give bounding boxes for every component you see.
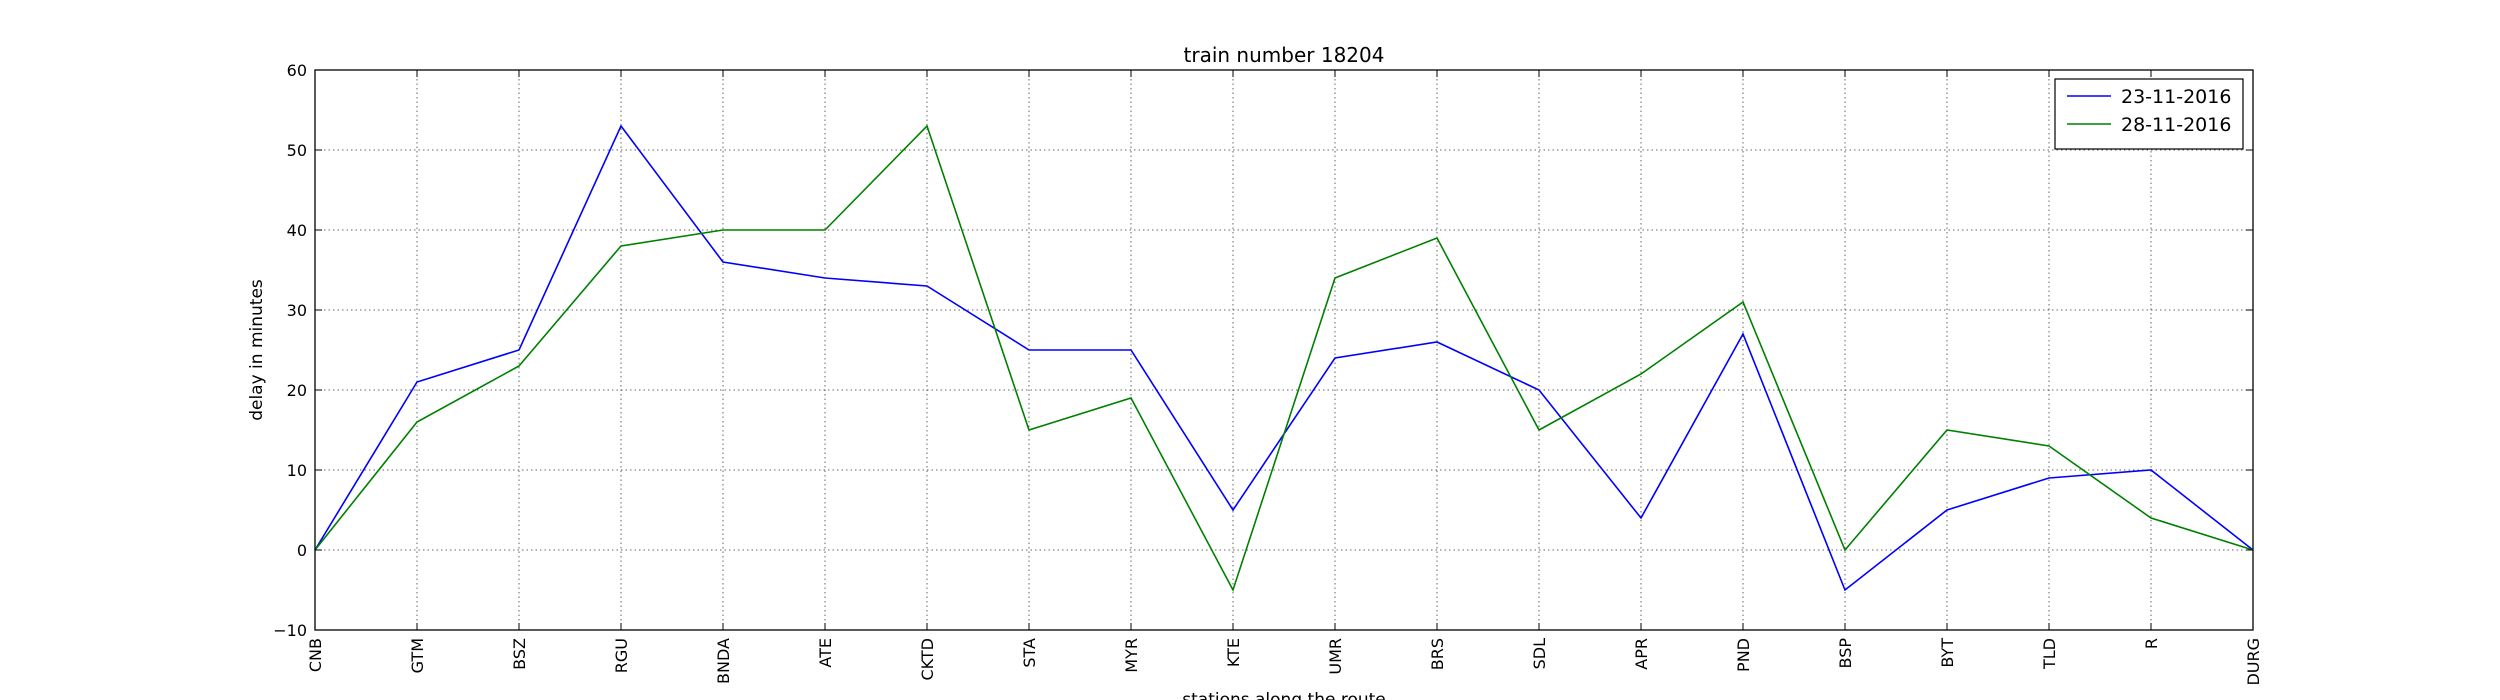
x-tick-label: ATE <box>816 638 835 668</box>
y-tick-label: −10 <box>273 621 307 640</box>
x-tick-label: APR <box>1632 638 1651 670</box>
y-axis-label: delay in minutes <box>247 279 267 421</box>
x-tick-label: DURG <box>2244 638 2263 686</box>
x-tick-label: BSP <box>1836 638 1855 669</box>
legend-label-2: 28-11-2016 <box>2121 114 2231 136</box>
x-tick-label: STA <box>1020 638 1039 668</box>
y-tick-label: 0 <box>297 541 307 560</box>
x-tick-label: BYT <box>1938 638 1957 668</box>
y-tick-label: 10 <box>287 461 307 480</box>
x-tick-label: SDL <box>1530 638 1549 669</box>
legend-label-1: 23-11-2016 <box>2121 86 2231 108</box>
y-tick-label: 40 <box>287 221 307 240</box>
x-tick-label: CKTD <box>918 638 937 681</box>
x-tick-label: BSZ <box>510 638 529 670</box>
series-line-2 <box>314 124 2254 593</box>
y-tick-label: 50 <box>287 141 307 160</box>
x-tick-label: RGU <box>612 638 631 673</box>
y-axis-ticks: −10 0 10 20 30 40 50 60 <box>273 61 2253 640</box>
plot-frame <box>314 69 2254 631</box>
x-tick-label: BRS <box>1428 638 1447 670</box>
series-layer <box>314 124 2254 593</box>
x-tick-label: CNB <box>306 638 325 672</box>
legend: 23-11-2016 28-11-2016 <box>2054 78 2244 150</box>
legend-box <box>2054 78 2244 150</box>
chart-title: train number 18204 <box>1184 43 1385 67</box>
x-tick-label: PND <box>1734 638 1753 672</box>
y-tick-label: 60 <box>287 61 307 80</box>
x-tick-label: BNDA <box>714 638 733 684</box>
x-tick-label: R <box>2142 638 2161 649</box>
x-axis-ticks: CNB GTM BSZ RGU BNDA ATE CKTD STA MYR KTE UMR BRS SD… <box>306 70 2263 686</box>
x-tick-label: UMR <box>1326 638 1345 675</box>
x-tick-label: GTM <box>408 638 427 673</box>
y-tick-label: 20 <box>287 381 307 400</box>
x-tick-label: MYR <box>1122 638 1141 673</box>
x-axis-label: stations along the route <box>1182 690 1386 700</box>
x-tick-label: TLD <box>2040 638 2059 670</box>
x-tick-label: KTE <box>1224 638 1243 667</box>
y-tick-label: 30 <box>287 301 307 320</box>
